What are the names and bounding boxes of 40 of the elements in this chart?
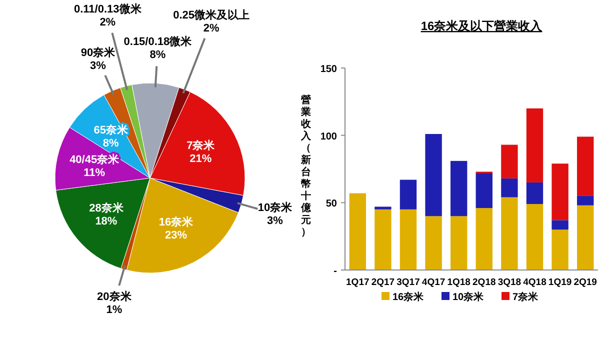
x-tick-label: 3Q17 bbox=[396, 277, 420, 288]
slice-label: 7奈米 bbox=[186, 138, 216, 152]
x-tick-label: 1Q19 bbox=[548, 277, 572, 288]
data-label: 8% bbox=[102, 138, 119, 150]
data-label: 3% bbox=[90, 60, 106, 72]
x-tick-label: 2Q18 bbox=[472, 277, 496, 288]
data-label: 21% bbox=[190, 152, 212, 165]
data-label: 8% bbox=[150, 49, 166, 62]
y-tick-label: 50 bbox=[326, 198, 338, 210]
slice-label: 0.11/0.13微米 bbox=[74, 2, 142, 16]
legend-label: 16奈米 bbox=[392, 291, 425, 303]
x-tick-label: 1Q18 bbox=[447, 277, 470, 288]
x-tick-label: 4Q18 bbox=[523, 277, 546, 288]
slice-label: 90奈米 bbox=[80, 46, 116, 59]
text: 營業收入（新台幣十億元） bbox=[301, 95, 311, 238]
data-label: 18% bbox=[95, 215, 118, 228]
x-tick-label: 3Q18 bbox=[498, 277, 522, 288]
slice-label: 0.25微米及以上 bbox=[173, 8, 250, 22]
slice-label: 10奈米 bbox=[258, 200, 294, 214]
chart-title: 16奈米及以下營業收入 bbox=[420, 19, 544, 33]
data-label: 1% bbox=[106, 304, 122, 316]
legend-label: 10奈米 bbox=[452, 291, 485, 303]
x-tick-label: 1Q17 bbox=[346, 277, 370, 288]
y-tick-label: 150 bbox=[320, 64, 338, 75]
data-label: 3% bbox=[267, 214, 284, 227]
y-tick-label: - bbox=[334, 266, 337, 277]
x-tick-label: 2Q19 bbox=[574, 277, 597, 288]
legend-label: 7奈米 bbox=[512, 291, 540, 303]
data-label: 2% bbox=[100, 16, 116, 28]
slice-label: 16奈米 bbox=[158, 216, 194, 229]
slice-label: 20奈米 bbox=[97, 290, 132, 303]
data-label: 11% bbox=[84, 166, 106, 179]
slice-label: 0.15/0.18微米 bbox=[124, 35, 193, 48]
x-tick-label: 4Q17 bbox=[422, 277, 446, 288]
x-tick-label: 2Q17 bbox=[371, 277, 395, 288]
slice-label: 40/45奈米 bbox=[70, 152, 120, 166]
data-label: 23% bbox=[165, 230, 188, 242]
slice-label: 28奈米 bbox=[89, 201, 124, 214]
data-label: 2% bbox=[203, 22, 220, 35]
y-tick-label: 100 bbox=[320, 131, 338, 142]
